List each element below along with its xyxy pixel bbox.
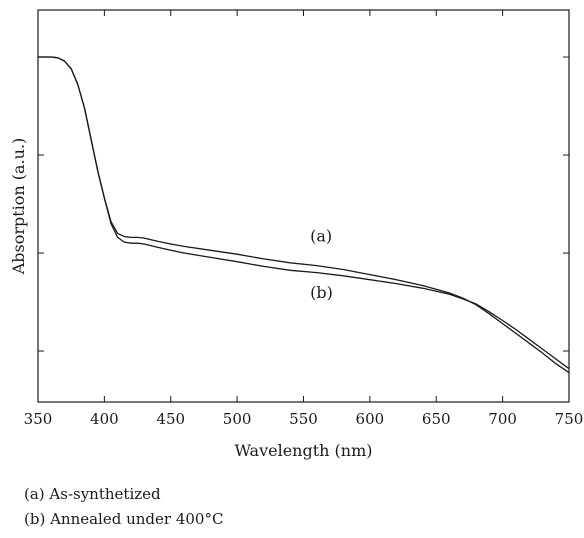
legend-item-a: (a) As-synthetized	[24, 485, 161, 503]
x-tick-label: 550	[289, 410, 318, 428]
x-tick-labels: 350 400 450 500 550 600 650 700 750	[24, 410, 584, 428]
y-axis-title: Absorption (a.u.)	[9, 138, 28, 276]
x-tick-label: 400	[90, 410, 119, 428]
plot-frame	[37, 9, 570, 403]
annotation-layer: (a) (b)	[310, 226, 333, 302]
x-tick-label: 750	[555, 410, 584, 428]
x-tick-label: 650	[422, 410, 451, 428]
x-tick-label: 500	[223, 410, 252, 428]
series-annotation: (a)	[310, 226, 332, 245]
x-tick-label: 600	[356, 410, 385, 428]
x-tick-label: 450	[156, 410, 185, 428]
series-layer	[38, 56, 570, 374]
series-line	[38, 56, 570, 370]
series-line	[38, 56, 570, 374]
legend: (a) As-synthetized (b) Annealed under 40…	[24, 482, 223, 532]
x-tick-label: 700	[488, 410, 517, 428]
legend-item-b: (b) Annealed under 400°C	[24, 510, 224, 528]
x-tick-label: 350	[24, 410, 53, 428]
x-axis-title: Wavelength (nm)	[234, 441, 372, 460]
series-annotation: (b)	[310, 283, 333, 302]
tick-marks	[37, 10, 570, 402]
